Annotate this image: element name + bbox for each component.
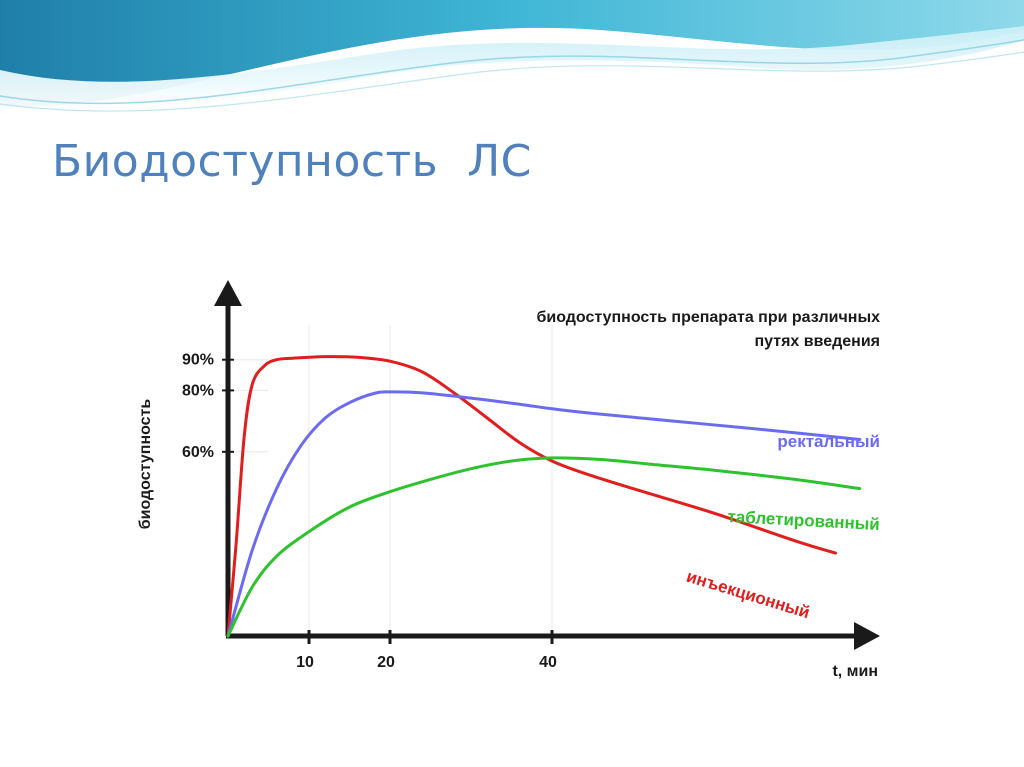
header-wave-decoration xyxy=(0,0,1024,112)
series-line-tablet xyxy=(226,456,862,638)
series-label-tablet: таблетированный xyxy=(727,507,880,534)
x-tick-label-40: 40 xyxy=(539,654,557,671)
chart-title-line-2: путях введения xyxy=(754,333,880,350)
series-label-rectal: ректальный xyxy=(777,432,880,451)
series-line-rectal xyxy=(226,390,862,638)
x-axis-arrow xyxy=(854,622,880,650)
chart-guides xyxy=(228,325,553,636)
chart-lines xyxy=(226,355,862,638)
y-axis-label: биодоступность xyxy=(137,399,154,530)
chart-ticks: 60% 80% 90% 10 20 40 xyxy=(182,352,557,671)
series-label-injection: инъекционный xyxy=(684,567,812,623)
chart-axes xyxy=(214,280,880,650)
chart-title-line-1: биодоступность препарата при различных xyxy=(536,309,880,326)
series-line-injection xyxy=(226,355,837,638)
slide-title: Биодоступность ЛС xyxy=(52,136,532,187)
y-tick-label-80: 80% xyxy=(182,382,214,399)
x-tick-label-10: 10 xyxy=(296,654,314,671)
y-tick-label-60: 60% xyxy=(182,444,214,461)
y-tick-label-90: 90% xyxy=(182,352,214,369)
y-axis-arrow xyxy=(214,280,242,306)
x-axis-label: t, мин xyxy=(832,663,878,680)
x-tick-label-20: 20 xyxy=(377,654,395,671)
